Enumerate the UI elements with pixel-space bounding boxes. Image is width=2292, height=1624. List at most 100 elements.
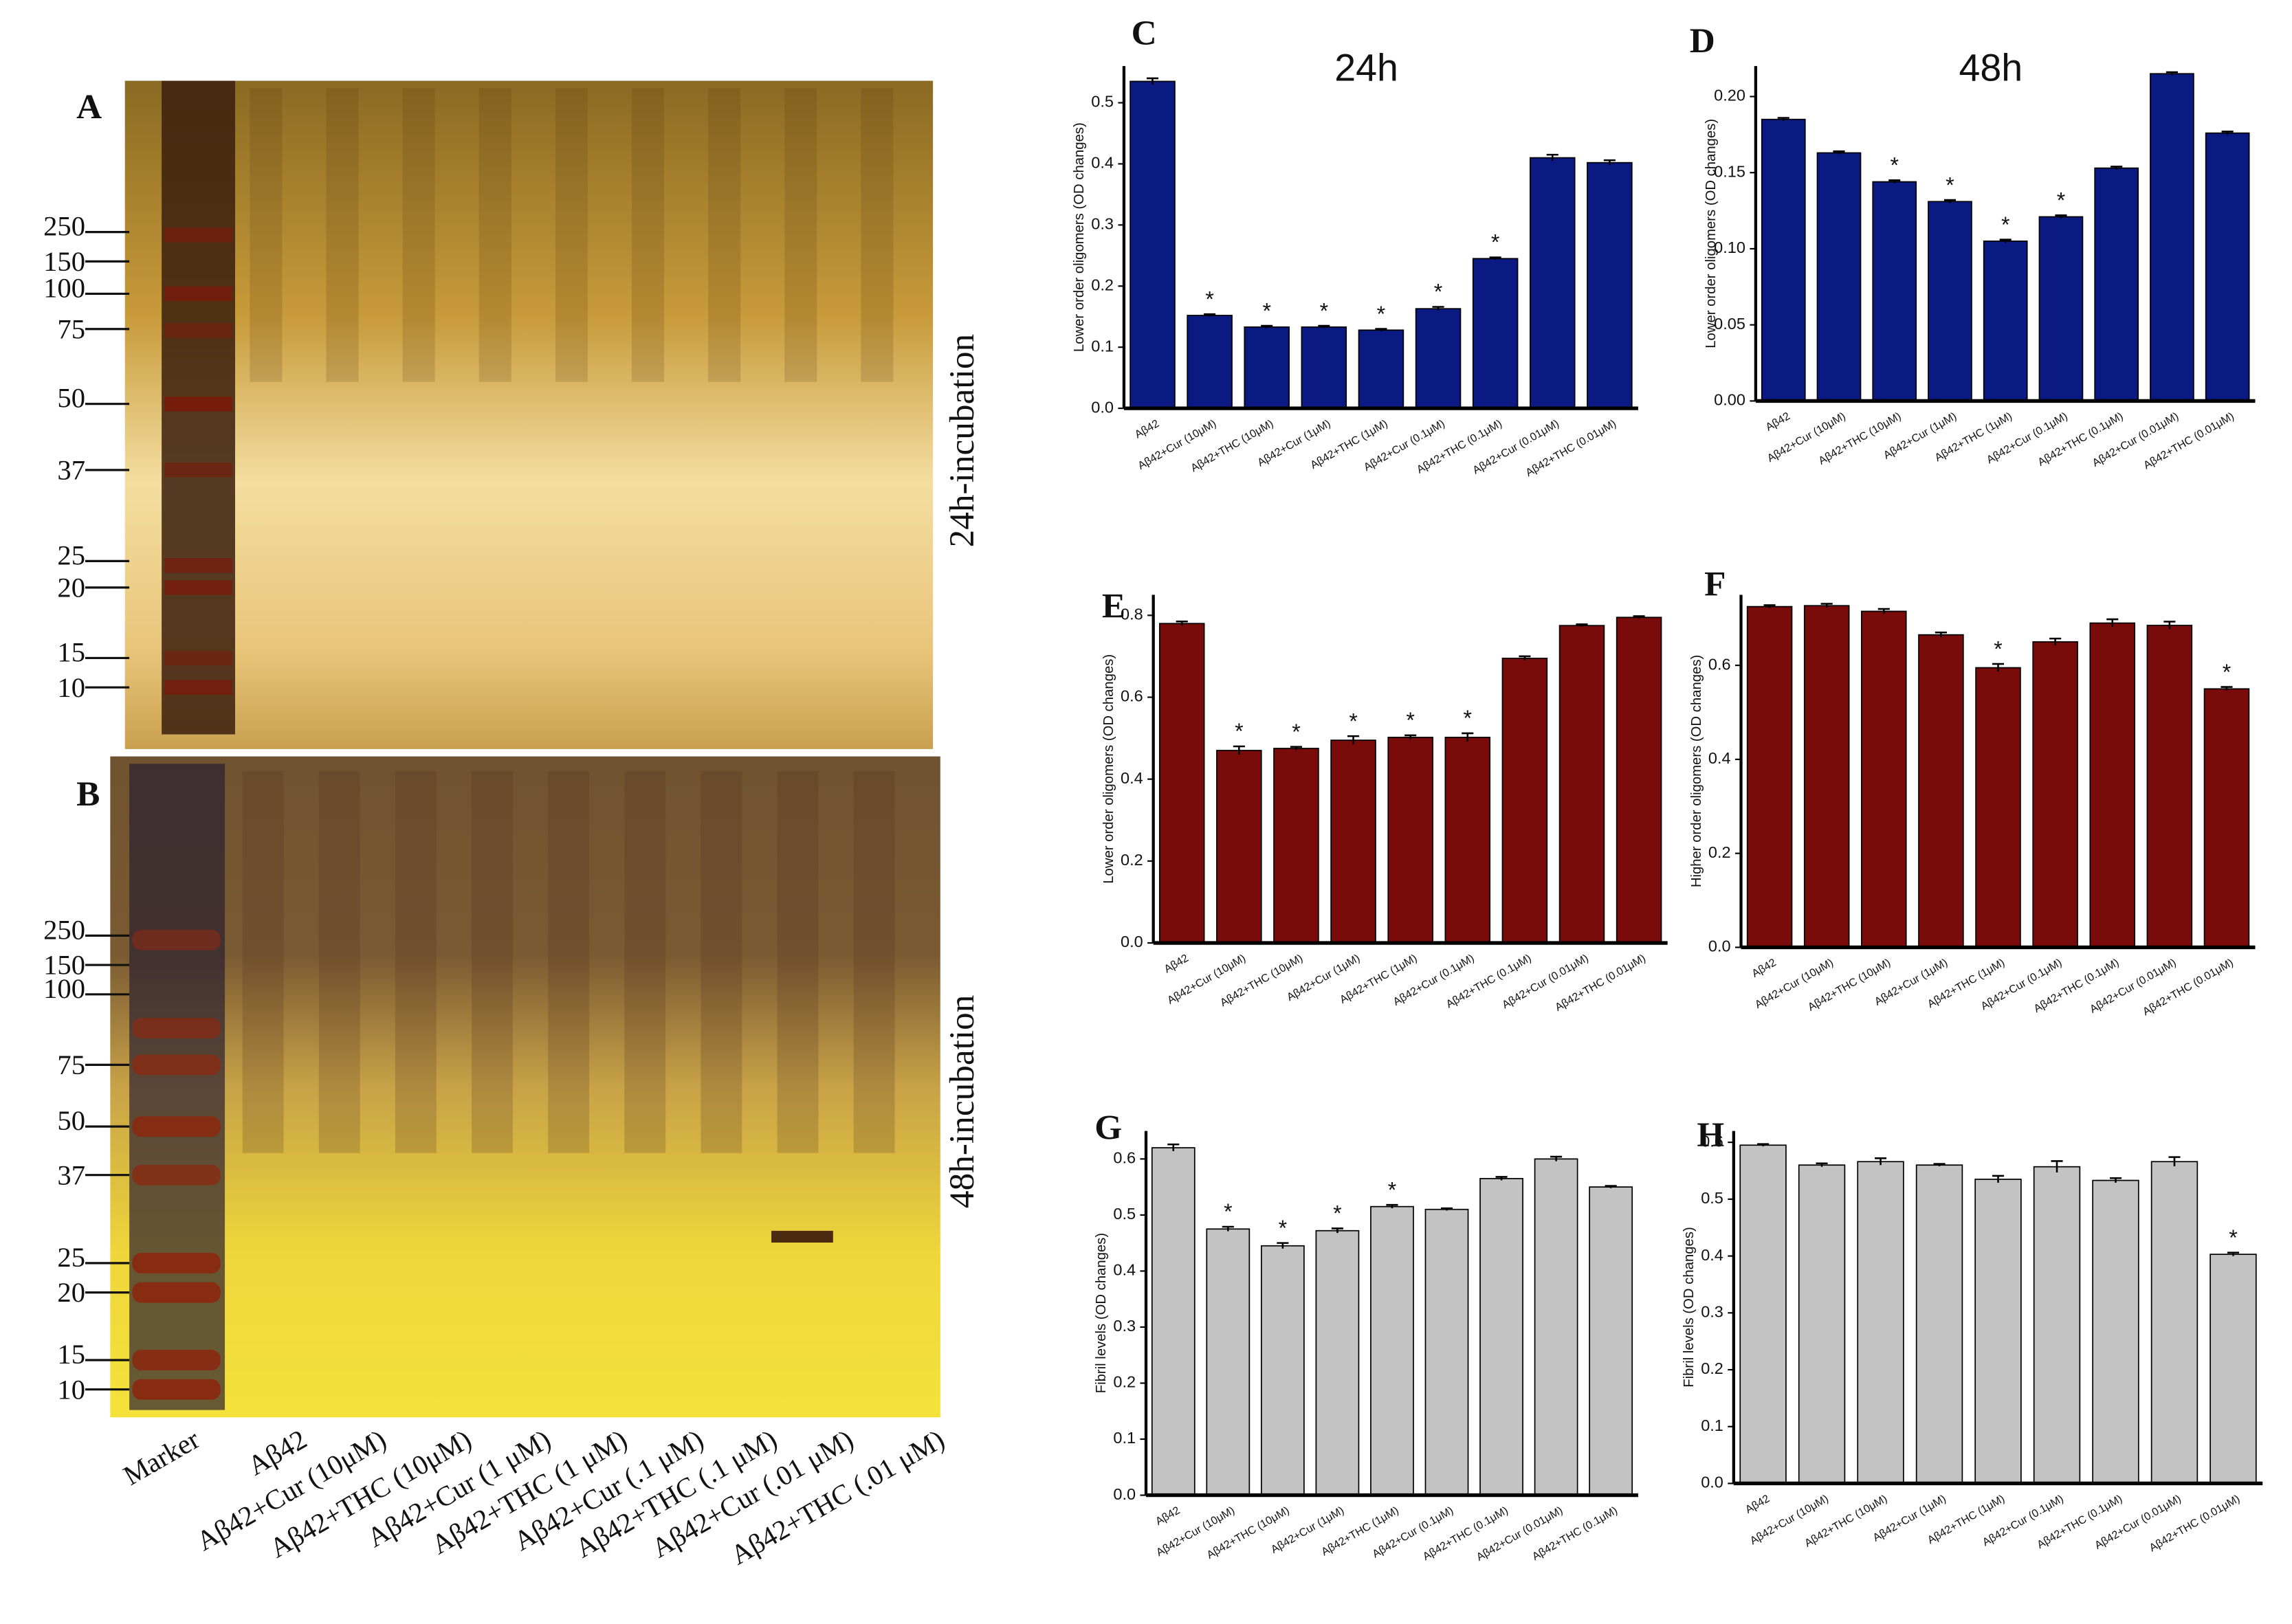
- error-bar: [1167, 1143, 1180, 1151]
- gel-bands: [132, 88, 895, 1400]
- bar: [1739, 1144, 1787, 1484]
- y-axis-label: Fibril levels (OD changes): [1094, 1233, 1109, 1393]
- significance-mark: *: [2223, 660, 2231, 685]
- y-tick-label: 0.1: [1113, 1429, 1136, 1447]
- marker-band: [132, 1252, 221, 1273]
- incubation-label: 48h-incubation: [943, 995, 982, 1208]
- bar: [2203, 688, 2250, 948]
- bar: [2150, 1161, 2199, 1484]
- bar: [1872, 181, 1917, 402]
- lane-streak: [861, 88, 894, 382]
- y-tick-label: 0.0: [1701, 1473, 1723, 1491]
- error-bar: [1576, 623, 1588, 627]
- gel-b: [110, 756, 940, 1418]
- marker-weight: 75: [57, 1049, 85, 1080]
- lane-streak: [624, 770, 666, 1153]
- y-tick-label: 0.0: [1113, 1485, 1136, 1503]
- marker-band: [164, 680, 232, 695]
- error-bar: [1462, 732, 1474, 742]
- x-tick-label: Aβ42: [1154, 1504, 1182, 1527]
- y-tick-label: 0.0: [1121, 933, 1143, 950]
- bar: [1301, 326, 1347, 409]
- marker-weight: 250: [43, 914, 85, 945]
- marker-weight: 20: [57, 572, 85, 603]
- bar: [2146, 625, 2193, 948]
- error-bar: [1875, 1157, 1887, 1166]
- y-tick-label: 0.10: [1714, 238, 1745, 256]
- error-bar: [1489, 256, 1501, 260]
- error-bar: [1777, 117, 1789, 121]
- y-tick-label: 0.6: [1113, 1149, 1136, 1167]
- bar: [1616, 616, 1662, 944]
- bar: [1330, 739, 1376, 944]
- lane-streak: [478, 88, 511, 382]
- x-tick-label: Aβ42: [1750, 956, 1778, 979]
- error-bar: [1888, 179, 1901, 183]
- y-tick-label: 0.2: [1701, 1359, 1723, 1377]
- marker-weight: 10: [57, 672, 85, 703]
- lane-streak: [402, 88, 435, 382]
- error-bar: [2168, 1156, 2181, 1166]
- bar: [1370, 1205, 1414, 1496]
- bar: [1798, 1164, 1846, 1484]
- significance-mark: *: [1320, 298, 1328, 323]
- marker-band: [164, 463, 232, 478]
- significance-mark: *: [2001, 212, 2009, 237]
- error-bar: [1440, 1207, 1453, 1211]
- bar: [1472, 258, 1519, 409]
- lane-streak: [318, 770, 360, 1153]
- error-bar: [1992, 663, 2005, 672]
- lane-streak: [555, 88, 588, 382]
- marker-band: [164, 227, 232, 243]
- significance-mark: *: [1388, 1177, 1396, 1202]
- marker-weight: 150: [43, 950, 85, 981]
- y-tick-label: 0.4: [1113, 1261, 1136, 1279]
- x-tick-label: Aβ42+THC (0.01μM): [2141, 410, 2236, 471]
- marker-weight: 37: [57, 1159, 85, 1190]
- marker-weight: 250: [43, 211, 85, 242]
- lane-label: Marker: [118, 1423, 205, 1491]
- y-tick-label: 0.6: [1121, 687, 1143, 705]
- error-bar: [1375, 328, 1387, 332]
- error-bar: [1943, 199, 1957, 203]
- bar: [1501, 658, 1548, 944]
- error-bar: [1603, 159, 1616, 166]
- error-bar: [2109, 1177, 2122, 1183]
- y-tick-label: 0.2: [1113, 1373, 1136, 1391]
- y-tick-label: 0.4: [1091, 154, 1114, 172]
- marker-band: [132, 1018, 221, 1038]
- bar: [1415, 308, 1462, 409]
- bar: [1974, 1179, 2022, 1484]
- error-bar: [1204, 313, 1216, 317]
- marker-weight: 15: [57, 636, 85, 667]
- error-bar: [1519, 655, 1531, 660]
- y-tick-label: 0.00: [1714, 391, 1745, 409]
- error-bar: [1261, 324, 1273, 329]
- bar: [2032, 641, 2078, 948]
- lane-streak: [632, 88, 665, 382]
- y-tick-label: 0.15: [1714, 162, 1745, 180]
- marker-band: [164, 286, 232, 302]
- marker-band: [132, 1164, 221, 1186]
- bar: [1260, 1245, 1305, 1496]
- significance-mark: *: [1464, 706, 1472, 731]
- bar: [1803, 605, 1850, 948]
- y-axis-label: Fibril levels (OD changes): [1682, 1227, 1697, 1387]
- significance-mark: *: [1377, 302, 1385, 326]
- error-bar: [1404, 734, 1417, 739]
- bar: [2150, 73, 2194, 402]
- error-bar: [1992, 1175, 2005, 1183]
- y-tick-label: 0.6: [1708, 655, 1731, 673]
- y-tick-label: 0.4: [1708, 749, 1731, 767]
- marker-weight: 50: [57, 383, 85, 414]
- error-bar: [2227, 1252, 2240, 1256]
- chart-title: 48h: [1959, 46, 2023, 89]
- panel-letter: B: [76, 775, 100, 814]
- significance-mark: *: [1994, 636, 2002, 661]
- marker-lane-b: [129, 764, 225, 1410]
- significance-mark: *: [2057, 188, 2065, 212]
- significance-mark: *: [1946, 173, 1954, 197]
- error-bar: [1347, 735, 1360, 745]
- marker-band: [164, 558, 232, 573]
